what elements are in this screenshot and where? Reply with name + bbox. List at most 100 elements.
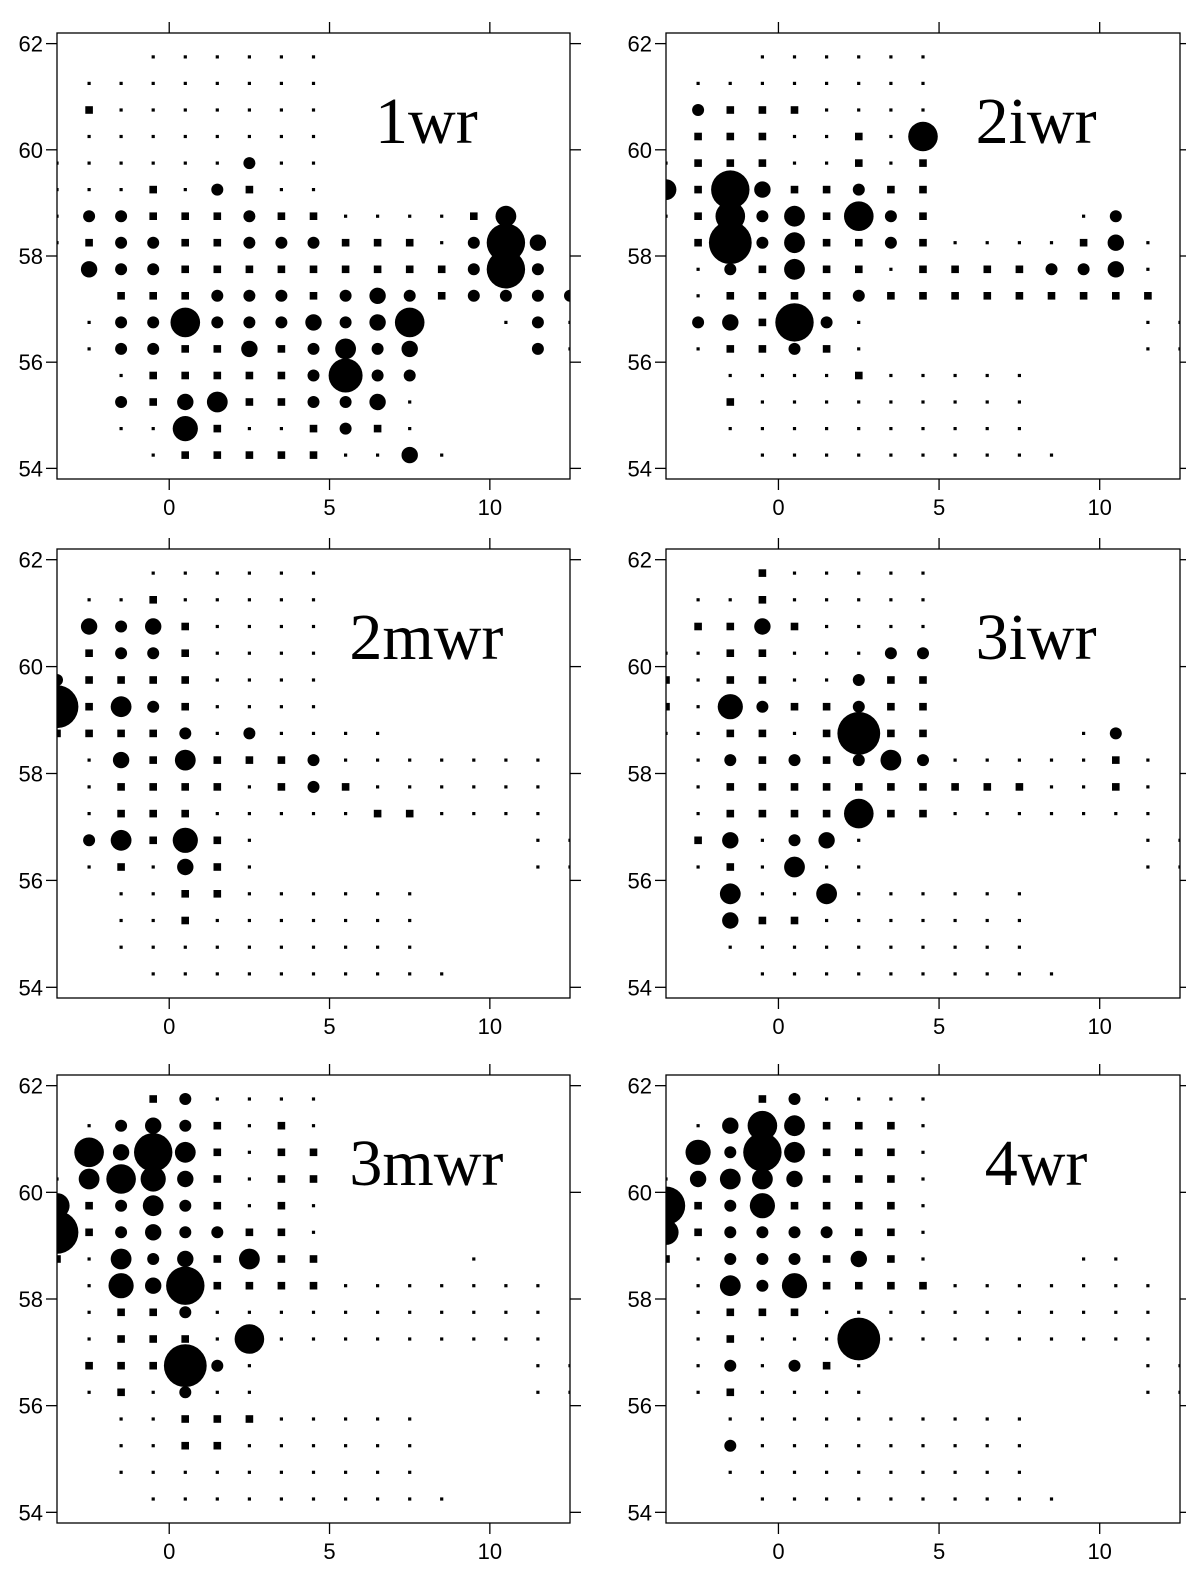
data-point	[760, 400, 764, 404]
data-point	[311, 1417, 316, 1421]
data-point	[213, 1201, 222, 1210]
data-point	[921, 373, 925, 378]
data-point	[245, 1415, 254, 1423]
data-point	[792, 1337, 797, 1341]
data-point	[247, 812, 251, 816]
data-point	[309, 1255, 318, 1263]
data-point	[951, 265, 959, 274]
data-point	[311, 1230, 316, 1234]
data-point	[760, 945, 764, 949]
data-point	[376, 918, 380, 923]
data-point	[149, 292, 157, 300]
data-point	[1082, 1310, 1086, 1314]
data-point	[756, 700, 769, 713]
data-point	[170, 307, 201, 338]
data-point	[889, 892, 893, 896]
data-point	[181, 676, 189, 684]
data-point	[247, 598, 251, 602]
data-point	[792, 731, 797, 735]
data-point	[919, 185, 927, 194]
data-point	[181, 345, 189, 353]
y-tick-label: 58	[628, 1287, 652, 1312]
data-point	[857, 892, 861, 896]
data-point	[85, 1228, 93, 1237]
data-point	[213, 756, 222, 764]
data-point	[921, 453, 925, 457]
data-point	[149, 1095, 157, 1103]
data-point	[889, 945, 893, 949]
data-point	[119, 1417, 123, 1421]
data-point	[78, 1168, 100, 1190]
data-point	[760, 1444, 764, 1448]
data-point	[1049, 1310, 1054, 1314]
data-point	[953, 758, 957, 762]
data-point	[247, 81, 251, 85]
data-point	[504, 1310, 508, 1314]
data-point	[921, 571, 925, 575]
data-point	[857, 624, 861, 629]
data-point	[1082, 214, 1086, 218]
data-point	[279, 1337, 283, 1341]
data-point	[760, 1364, 764, 1368]
data-point	[728, 1470, 732, 1474]
data-point	[1017, 373, 1021, 378]
data-point	[758, 318, 767, 327]
y-tick-label: 54	[19, 456, 43, 481]
data-point	[919, 159, 927, 167]
data-point	[919, 729, 927, 738]
data-point	[211, 316, 224, 329]
data-point	[726, 106, 735, 114]
data-point	[1017, 1310, 1021, 1314]
data-point	[245, 756, 254, 764]
y-tick-label: 54	[19, 1500, 43, 1525]
data-point	[213, 863, 222, 871]
data-point	[408, 785, 412, 789]
x-tick-label: 5	[323, 495, 335, 520]
data-point	[106, 1164, 136, 1194]
data-point	[850, 1250, 867, 1268]
data-point	[311, 108, 316, 112]
data-point	[279, 598, 283, 602]
data-point	[151, 945, 155, 949]
data-point	[80, 618, 98, 635]
bubble-layer	[57, 571, 570, 976]
data-point	[245, 398, 254, 406]
data-point	[183, 134, 187, 139]
data-point	[758, 596, 767, 604]
data-point	[1049, 785, 1054, 789]
data-point	[880, 749, 902, 771]
data-point	[1082, 785, 1086, 789]
data-point	[85, 1361, 93, 1370]
data-point	[857, 108, 861, 112]
data-point	[857, 81, 861, 85]
data-point	[825, 678, 829, 682]
data-point	[953, 1337, 957, 1341]
data-point	[1017, 945, 1021, 949]
data-point	[857, 918, 861, 923]
data-point	[467, 236, 480, 249]
data-point	[371, 342, 384, 355]
data-point	[887, 1121, 895, 1130]
data-point	[790, 916, 799, 925]
data-point	[784, 232, 805, 254]
data-point	[145, 618, 162, 635]
data-point	[855, 1228, 863, 1237]
data-point	[440, 453, 444, 457]
x-tick-label: 10	[478, 495, 502, 520]
data-point	[504, 1284, 508, 1288]
data-point	[247, 865, 251, 869]
data-point	[151, 161, 155, 165]
data-point	[1017, 400, 1021, 404]
data-point	[440, 785, 444, 789]
data-point	[179, 727, 192, 740]
data-point	[311, 651, 316, 655]
data-point	[760, 1470, 764, 1474]
data-point	[857, 1097, 861, 1101]
data-point	[215, 108, 219, 112]
data-point	[696, 81, 700, 85]
data-point	[140, 1166, 166, 1192]
data-point	[696, 812, 700, 816]
data-point	[728, 427, 732, 431]
data-point	[134, 1133, 173, 1172]
panel: 54 56 58 60 62 0 5 10 3iwr	[628, 538, 1186, 1039]
